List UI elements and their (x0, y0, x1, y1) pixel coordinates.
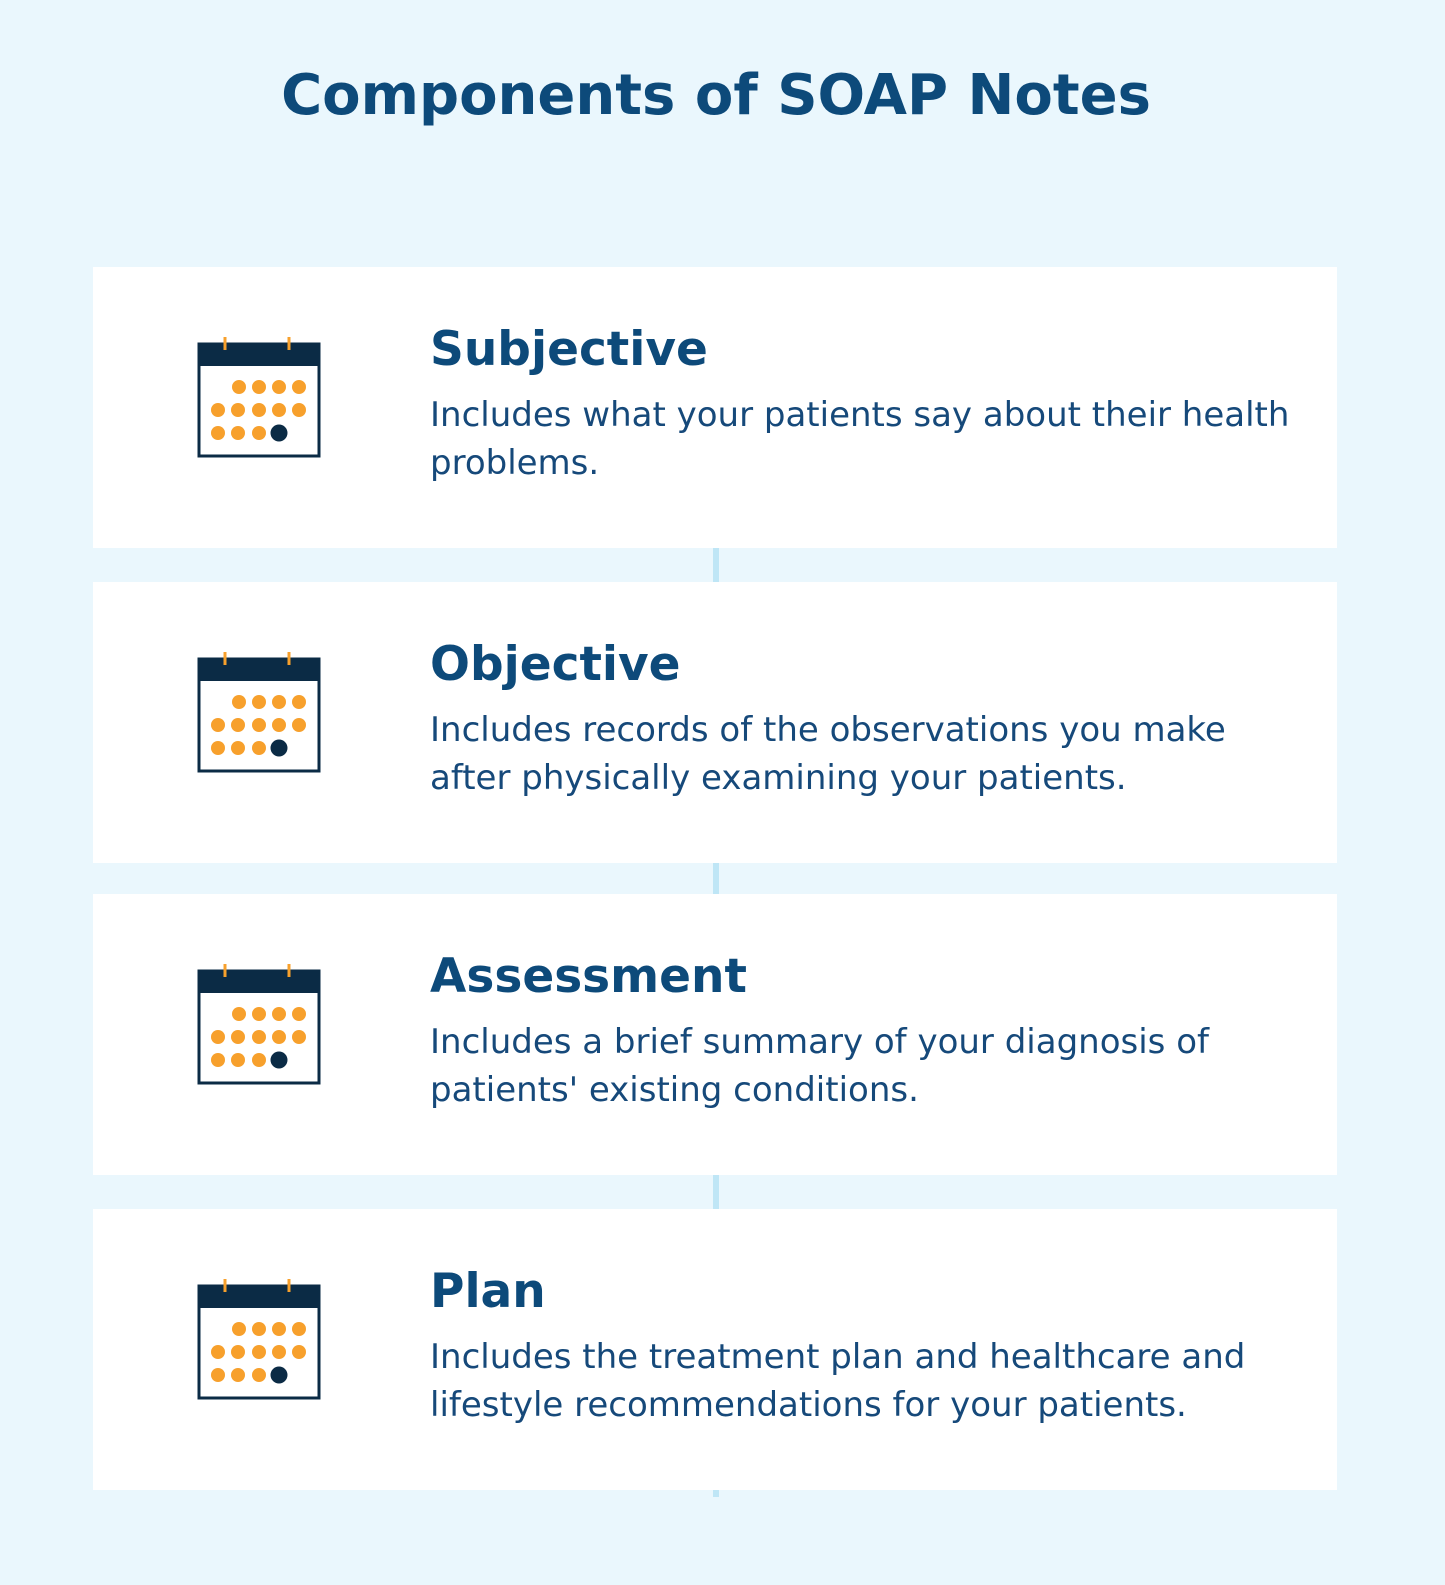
card-assessment: Assessment Includes a brief summary of y… (93, 894, 1337, 1175)
section-title: Plan (430, 1261, 546, 1323)
section-description: Includes records of the observations you… (430, 706, 1310, 802)
section-description: Includes the treatment plan and healthca… (430, 1333, 1310, 1429)
connector-line (713, 546, 719, 582)
calendar-icon (197, 962, 321, 1090)
connector-line (713, 861, 719, 894)
calendar-icon (197, 335, 321, 463)
section-title: Objective (430, 634, 681, 696)
card-subjective: Subjective Includes what your patients s… (93, 267, 1337, 548)
page-title: Components of SOAP Notes (0, 58, 1432, 134)
connector-line (713, 1489, 719, 1497)
calendar-icon (197, 1277, 321, 1405)
section-title: Subjective (430, 319, 708, 381)
calendar-icon (197, 650, 321, 778)
section-description: Includes a brief summary of your diagnos… (430, 1018, 1310, 1114)
section-title: Assessment (430, 946, 747, 1008)
section-description: Includes what your patients say about th… (430, 391, 1310, 487)
connector-line (713, 1174, 719, 1209)
card-plan: Plan Includes the treatment plan and hea… (93, 1209, 1337, 1490)
card-objective: Objective Includes records of the observ… (93, 582, 1337, 863)
